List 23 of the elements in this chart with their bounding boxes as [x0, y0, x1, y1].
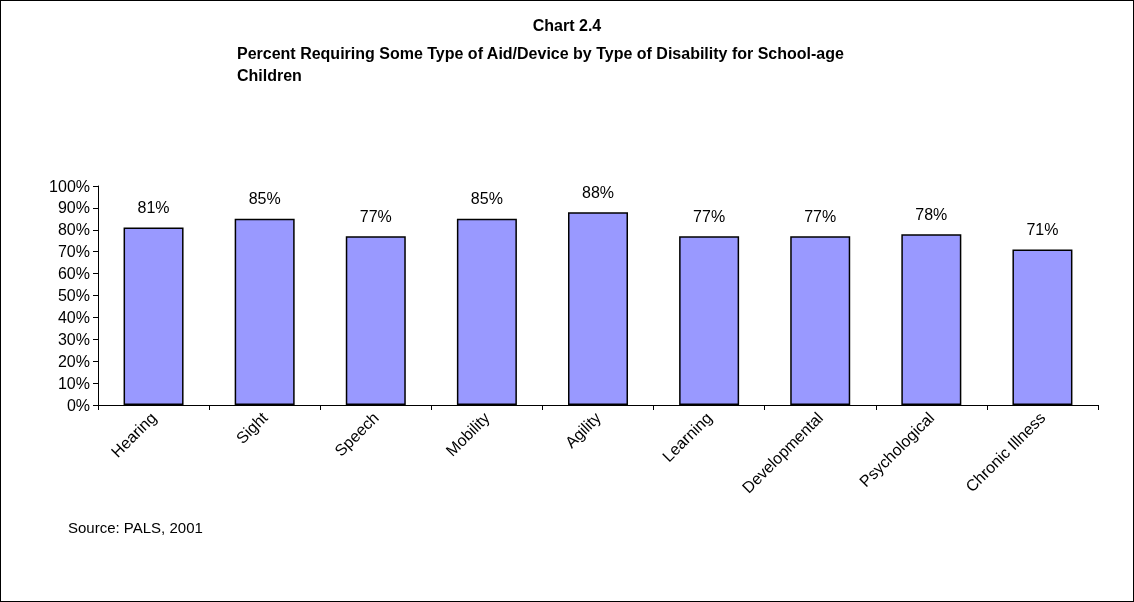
data-label: 85% — [248, 190, 281, 208]
chart-title: Chart 2.4 — [532, 16, 602, 34]
y-tick-label: 60% — [57, 265, 90, 283]
data-label: 71% — [1026, 221, 1059, 239]
y-tick-label: 20% — [57, 352, 90, 370]
data-label: 77% — [359, 207, 392, 225]
y-tick-label: 40% — [57, 308, 90, 326]
data-label: 81% — [137, 199, 170, 217]
y-tick-label: 10% — [57, 374, 90, 392]
y-tick-label: 50% — [57, 287, 90, 304]
y-tick-label: 80% — [57, 221, 90, 239]
y-tick-label: 100% — [49, 177, 90, 195]
y-tick-label: 30% — [57, 330, 90, 348]
y-tick-label: 90% — [57, 199, 90, 217]
chart-subtitle: Percent Requiring Some Type of Aid/Device by Type of Disability for School-age Children — [237, 44, 849, 84]
data-label: 77% — [804, 207, 837, 225]
data-label: 77% — [693, 207, 726, 225]
data-label: 85% — [470, 190, 503, 208]
data-label: 78% — [915, 205, 948, 223]
y-tick-label: 70% — [57, 243, 90, 261]
data-label: 88% — [581, 183, 615, 201]
y-tick-label: 0% — [66, 396, 90, 414]
source-note: Source: PALS, 2001 — [68, 519, 203, 536]
